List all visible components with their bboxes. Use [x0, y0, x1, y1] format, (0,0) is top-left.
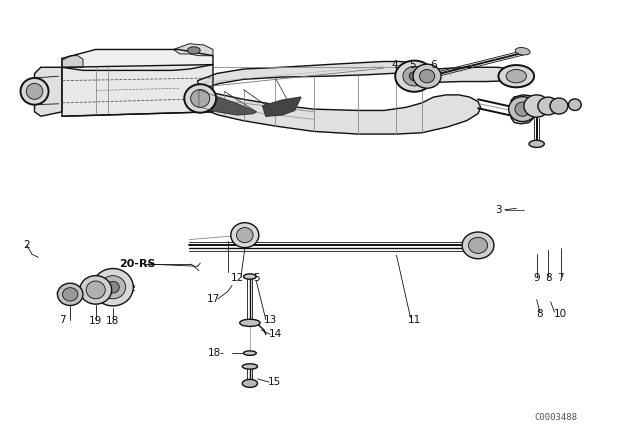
Text: 12: 12 [230, 273, 244, 283]
Ellipse shape [100, 276, 125, 299]
Text: 18-: 18- [207, 348, 225, 358]
Ellipse shape [395, 60, 433, 92]
Text: 14: 14 [269, 329, 282, 340]
Ellipse shape [191, 90, 210, 108]
Polygon shape [35, 67, 62, 116]
Text: 5: 5 [409, 60, 416, 69]
Ellipse shape [499, 65, 534, 87]
Text: 8: 8 [536, 309, 543, 319]
Polygon shape [199, 90, 256, 115]
Polygon shape [404, 67, 524, 84]
Polygon shape [199, 90, 481, 134]
Ellipse shape [80, 276, 111, 304]
Text: 20-RS: 20-RS [119, 259, 156, 269]
Ellipse shape [550, 98, 568, 114]
Polygon shape [62, 49, 213, 70]
Polygon shape [62, 65, 213, 116]
Ellipse shape [63, 288, 78, 301]
Ellipse shape [529, 140, 544, 147]
Text: 7: 7 [557, 273, 564, 283]
Text: 18: 18 [106, 316, 120, 326]
Ellipse shape [243, 364, 257, 369]
Ellipse shape [403, 66, 426, 86]
Text: 5: 5 [253, 273, 260, 283]
Text: 17: 17 [206, 294, 220, 304]
Ellipse shape [86, 281, 105, 299]
Ellipse shape [409, 72, 419, 81]
Ellipse shape [468, 237, 488, 254]
Ellipse shape [243, 379, 257, 388]
Ellipse shape [244, 274, 256, 279]
Ellipse shape [58, 283, 83, 306]
Polygon shape [173, 44, 213, 56]
Text: 15: 15 [268, 377, 281, 387]
Polygon shape [262, 97, 301, 116]
Ellipse shape [188, 47, 200, 54]
Polygon shape [511, 95, 534, 124]
Ellipse shape [419, 69, 435, 83]
Text: 10: 10 [554, 309, 568, 319]
Ellipse shape [524, 95, 549, 117]
Text: 3: 3 [495, 205, 502, 215]
Text: C0003488: C0003488 [534, 413, 577, 422]
Ellipse shape [93, 268, 133, 306]
Ellipse shape [413, 64, 441, 88]
Ellipse shape [515, 102, 531, 116]
Ellipse shape [20, 78, 49, 105]
Text: 2: 2 [24, 241, 30, 250]
Ellipse shape [462, 232, 494, 259]
Ellipse shape [568, 99, 581, 111]
Ellipse shape [509, 97, 537, 121]
Text: 19: 19 [89, 316, 102, 326]
Text: 4: 4 [392, 60, 399, 69]
Ellipse shape [506, 69, 527, 83]
Ellipse shape [106, 281, 119, 293]
Ellipse shape [240, 319, 260, 327]
Polygon shape [62, 56, 83, 67]
Ellipse shape [26, 83, 43, 99]
Text: 7: 7 [59, 315, 65, 325]
Ellipse shape [184, 84, 216, 113]
Text: 9: 9 [533, 273, 540, 283]
Text: 6: 6 [430, 60, 436, 69]
Ellipse shape [231, 223, 259, 248]
Text: 8: 8 [545, 273, 552, 283]
Ellipse shape [244, 351, 256, 355]
Text: 11: 11 [408, 315, 421, 325]
Polygon shape [198, 61, 420, 90]
Ellipse shape [515, 47, 530, 55]
Ellipse shape [237, 228, 253, 243]
Text: 13: 13 [264, 315, 277, 325]
Ellipse shape [538, 97, 558, 115]
